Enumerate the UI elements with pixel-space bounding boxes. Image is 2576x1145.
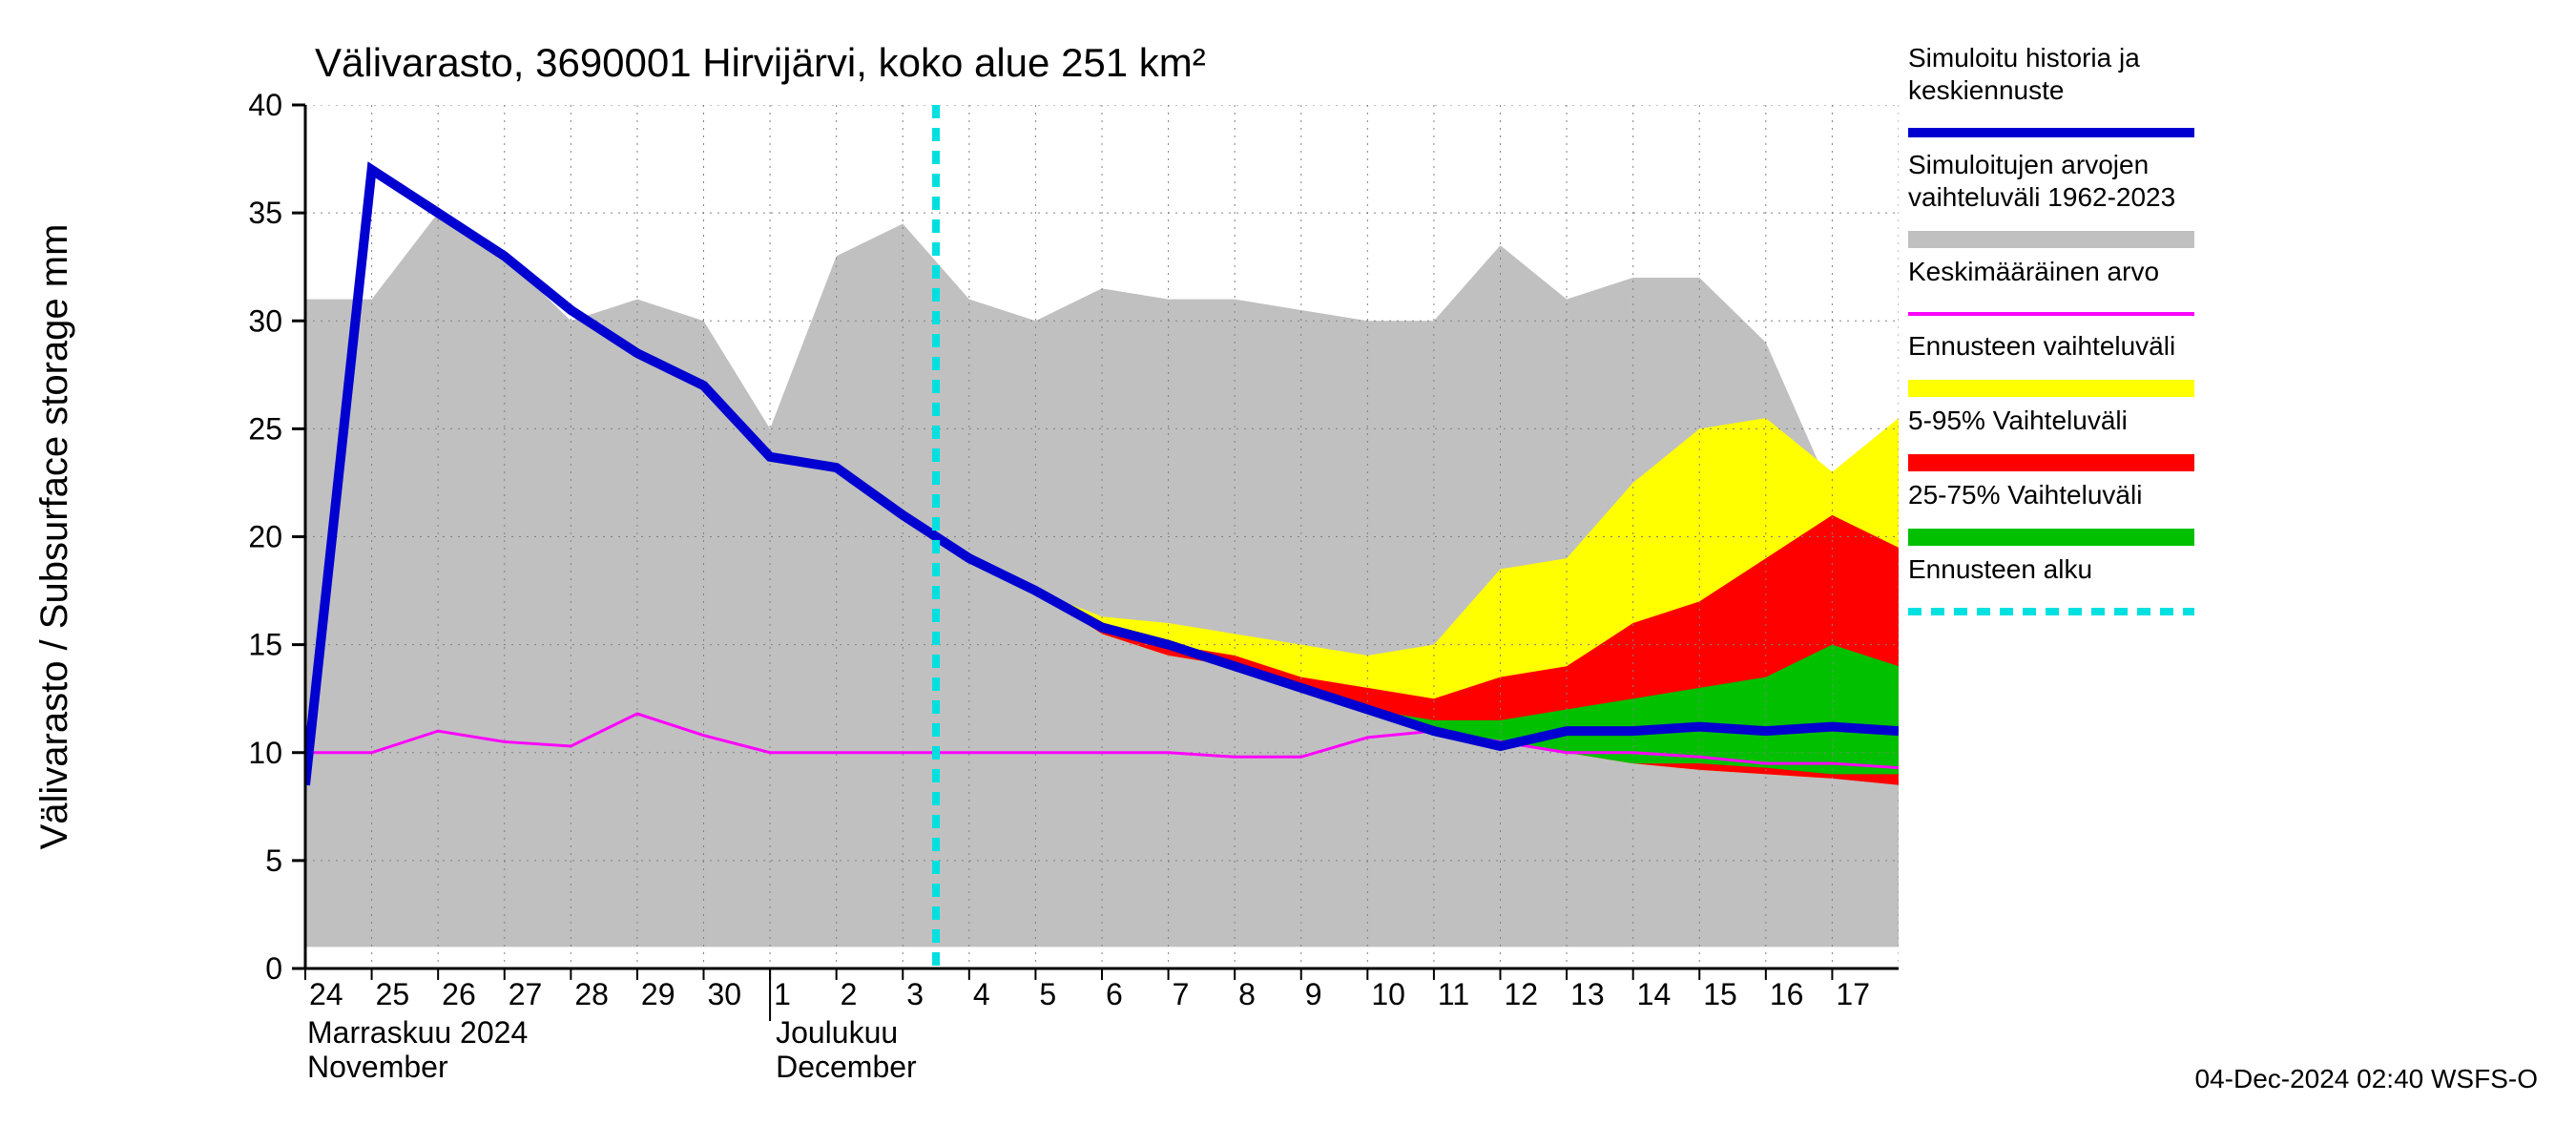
- legend-label: 25-75% Vaihteluväli: [1908, 480, 2142, 510]
- legend-label: Ennusteen alku: [1908, 554, 2092, 584]
- y-tick-label: 15: [248, 628, 282, 662]
- x-tick-label: 4: [973, 977, 990, 1011]
- x-tick-label: 30: [708, 977, 742, 1011]
- legend-swatch: [1908, 529, 2194, 546]
- x-tick-label: 29: [641, 977, 675, 1011]
- x-tick-label: 27: [509, 977, 543, 1011]
- y-tick-label: 5: [265, 843, 282, 878]
- x-tick-label: 26: [442, 977, 476, 1011]
- y-axis-label: Välivarasto / Subsurface storage mm: [33, 224, 75, 850]
- legend-swatch: [1908, 380, 2194, 397]
- y-tick-label: 10: [248, 736, 282, 770]
- x-tick-label: 2: [841, 977, 858, 1011]
- chart-title: Välivarasto, 3690001 Hirvijärvi, koko al…: [315, 40, 1206, 85]
- x-tick-label: 10: [1371, 977, 1405, 1011]
- x-tick-label: 14: [1637, 977, 1672, 1011]
- x-tick-label: 9: [1305, 977, 1322, 1011]
- y-tick-label: 0: [265, 951, 282, 986]
- legend-label: Simuloitujen arvojen: [1908, 150, 2149, 179]
- x-tick-label: 12: [1505, 977, 1539, 1011]
- x-tick-label: 24: [309, 977, 343, 1011]
- plot-area: [305, 105, 1899, 968]
- x-tick-label: 17: [1836, 977, 1870, 1011]
- month-label-dec-en: December: [776, 1050, 917, 1084]
- x-tick-label: 16: [1770, 977, 1804, 1011]
- y-tick-label: 20: [248, 520, 282, 554]
- x-tick-label: 28: [574, 977, 609, 1011]
- y-tick-label: 40: [248, 88, 282, 122]
- y-tick-label: 35: [248, 196, 282, 230]
- x-tick-label: 25: [376, 977, 410, 1011]
- x-tick-label: 8: [1238, 977, 1256, 1011]
- x-tick-label: 3: [906, 977, 924, 1011]
- x-tick-label: 7: [1173, 977, 1190, 1011]
- x-tick-label: 11: [1438, 977, 1469, 1011]
- legend-label: 5-95% Vaihteluväli: [1908, 406, 2128, 435]
- x-tick-label: 5: [1039, 977, 1056, 1011]
- month-label-nov-en: November: [307, 1050, 448, 1084]
- x-tick-label: 13: [1570, 977, 1605, 1011]
- legend-label: keskiennuste: [1908, 75, 2064, 105]
- legend-label: Keskimääräinen arvo: [1908, 257, 2159, 286]
- legend-swatch: [1908, 454, 2194, 471]
- x-tick-label: 1: [774, 977, 791, 1011]
- y-tick-label: 30: [248, 303, 282, 338]
- x-tick-label: 6: [1106, 977, 1123, 1011]
- month-label-dec-fi: Joulukuu: [776, 1015, 898, 1050]
- legend-label: vaihteluväli 1962-2023: [1908, 182, 2175, 212]
- hydrograph-chart: 0510152025303540242526272829301234567891…: [0, 0, 2576, 1145]
- legend-label: Simuloitu historia ja: [1908, 43, 2140, 73]
- month-label-nov-fi: Marraskuu 2024: [307, 1015, 528, 1050]
- footer-timestamp: 04-Dec-2024 02:40 WSFS-O: [2195, 1064, 2539, 1093]
- legend-swatch: [1908, 231, 2194, 248]
- x-tick-label: 15: [1703, 977, 1737, 1011]
- legend-label: Ennusteen vaihteluväli: [1908, 331, 2175, 361]
- y-tick-label: 25: [248, 411, 282, 446]
